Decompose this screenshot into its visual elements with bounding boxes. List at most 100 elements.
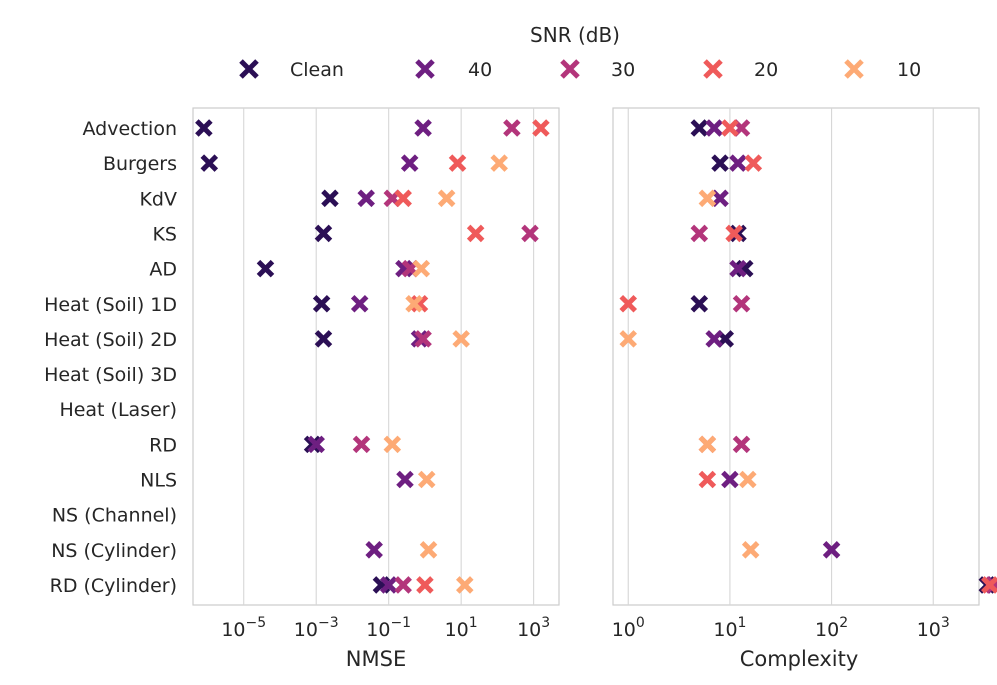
legend-label-10: 10	[897, 59, 921, 81]
x-tick-label: 103	[517, 615, 550, 641]
marker-complexity-10	[698, 189, 717, 208]
marker-nmse-10	[383, 435, 402, 454]
marker-complexity-10	[698, 435, 717, 454]
marker-nmse-40	[379, 576, 398, 594]
marker-nmse-40	[357, 189, 375, 208]
marker-complexity-10	[741, 541, 760, 559]
category-label: Heat (Laser)	[59, 399, 177, 421]
complexity-axis-label: Complexity	[740, 647, 859, 671]
marker-nmse-40	[365, 541, 383, 559]
category-label: Advection	[83, 118, 178, 140]
category-label: Burgers	[103, 153, 177, 175]
x-tick-label: 100	[612, 615, 645, 641]
marker-nmse-10	[412, 259, 431, 278]
legend-entry-40: 40	[415, 59, 492, 81]
complexity-panel: 100 101 102 103 Complexity	[612, 107, 997, 671]
category-label: KdV	[139, 188, 177, 210]
legend-title: SNR (dB)	[530, 23, 620, 47]
category-label: NS (Channel)	[52, 505, 177, 527]
marker-nmse-30	[503, 119, 521, 137]
marker-nmse-10	[452, 330, 470, 348]
marker-nmse-clean	[321, 189, 339, 208]
complexity-markers	[619, 119, 997, 594]
x-tick-label: 103	[917, 615, 950, 641]
marker-complexity-40	[729, 259, 747, 278]
marker-complexity-30	[690, 224, 709, 243]
complexity-frame	[612, 107, 980, 606]
marker-nmse-30	[414, 330, 432, 348]
marker-nmse-40	[410, 330, 429, 348]
complexity-gridlines	[627, 108, 934, 605]
category-label: NS (Cylinder)	[51, 540, 177, 562]
nmse-tick-labels: 10−5 10−3 10−1 101 103	[221, 615, 550, 641]
legend-entry-30: 30	[560, 59, 635, 81]
legend-label-30: 30	[611, 59, 635, 81]
marker-nmse-10	[490, 154, 508, 172]
x-tick-label: 101	[713, 615, 746, 641]
marker-nmse-20	[416, 576, 434, 594]
category-label: Heat (Soil) 1D	[44, 294, 177, 316]
marker-complexity-10	[619, 330, 638, 348]
x-tick-label: 10−1	[366, 615, 411, 641]
marker-nmse-10	[419, 541, 438, 559]
nmse-markers	[195, 119, 550, 594]
marker-complexity-20	[744, 154, 763, 172]
category-label: NLS	[140, 470, 177, 492]
marker-complexity-40	[705, 119, 723, 137]
marker-nmse-clean	[312, 294, 331, 313]
marker-nmse-40	[400, 154, 419, 172]
category-labels: Advection Burgers KdV KS AD Heat (Soil) 1D Hea…	[44, 118, 177, 597]
legend-label-20: 20	[754, 59, 778, 81]
nmse-axis-label: NMSE	[346, 647, 406, 671]
marker-nmse-40	[350, 294, 369, 313]
marker-nmse-30	[521, 224, 539, 243]
marker-nmse-30	[352, 435, 371, 454]
x-tick-label: 102	[815, 615, 848, 641]
marker-nmse-20	[532, 119, 550, 137]
marker-complexity-10	[739, 470, 757, 489]
category-label: RD (Cylinder)	[50, 575, 177, 597]
marker-nmse-20	[448, 154, 467, 172]
marker-complexity-20	[721, 119, 739, 137]
marker-complexity-30	[732, 435, 751, 454]
category-label: RD	[149, 434, 177, 456]
legend: SNR (dB) Clean 40 30 20 10	[239, 23, 921, 81]
nmse-frame	[192, 107, 560, 606]
marker-nmse-20	[466, 224, 485, 243]
legend-label-clean: Clean	[290, 59, 344, 81]
legend-marker-30	[560, 59, 580, 79]
legend-entry-10: 10	[844, 59, 921, 81]
marker-complexity-clean	[711, 154, 729, 172]
nmse-panel: Advection Burgers KdV KS AD Heat (Soil) 1D Hea…	[44, 107, 560, 671]
marker-nmse-40	[307, 435, 325, 454]
marker-nmse-clean	[195, 119, 213, 137]
category-label: AD	[149, 259, 177, 281]
marker-complexity-20	[619, 294, 638, 313]
marker-nmse-40	[414, 119, 432, 137]
legend-entry-20: 20	[703, 59, 778, 81]
legend-marker-10	[844, 59, 864, 79]
nmse-gridlines	[243, 108, 535, 605]
x-tick-label: 10−3	[294, 615, 339, 641]
category-label: KS	[152, 223, 177, 245]
legend-marker-clean	[239, 59, 259, 79]
marker-nmse-clean	[303, 435, 322, 454]
marker-complexity-40	[729, 154, 747, 172]
marker-complexity-40	[705, 330, 723, 348]
marker-nmse-clean	[314, 330, 333, 348]
marker-nmse-clean	[314, 224, 333, 243]
legend-marker-20	[703, 59, 723, 79]
marker-nmse-40	[396, 470, 414, 489]
marker-nmse-10	[405, 294, 423, 313]
marker-complexity-40	[721, 470, 739, 489]
marker-complexity-20	[981, 576, 997, 594]
marker-nmse-30	[394, 576, 412, 594]
category-label: Heat (Soil) 2D	[44, 329, 177, 351]
marker-complexity-20	[698, 470, 717, 489]
marker-complexity-30	[732, 294, 751, 313]
marker-complexity-clean	[690, 294, 709, 313]
x-tick-label: 101	[445, 615, 478, 641]
legend-marker-40	[415, 59, 435, 79]
category-label: Heat (Soil) 3D	[44, 364, 177, 386]
